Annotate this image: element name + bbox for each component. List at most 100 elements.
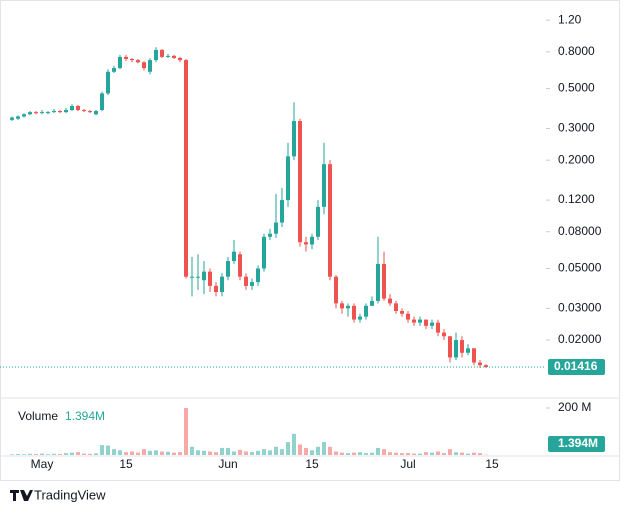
candle-body [388,298,392,304]
volume-bar [358,452,362,455]
volume-bar [262,449,266,455]
volume-bar [124,452,128,455]
volume-bar [412,453,416,455]
volume-title: Volume [18,409,58,423]
candle-body [40,112,44,114]
volume-bar [244,451,248,455]
candle-body [448,336,452,358]
candle-body [418,319,422,323]
candle-body [358,316,362,320]
volume-bar [22,454,26,455]
candle-body [424,319,428,326]
y-tick-label: 0.5000 [558,81,595,95]
candle-body [196,276,200,278]
brand-name: TradingView [34,487,106,502]
volume-bar [190,446,194,455]
candle-body [10,117,14,120]
volume-bar [166,451,170,455]
volume-bar [418,453,422,455]
candle-body [28,112,32,115]
candle-body [166,55,170,57]
volume-bar [220,447,224,455]
y-tick-label: 0.1200 [558,192,595,206]
candle-body [364,305,368,317]
candle-body [226,261,230,277]
candle-body [58,111,62,113]
volume-bar [334,451,338,455]
volume-bar [292,433,296,455]
volume-bar [340,452,344,455]
volume-bar [64,453,68,455]
candle-body [190,276,194,278]
candle-body [484,365,488,368]
candle-body [214,285,218,292]
candle-body [268,233,272,237]
volume-bar [472,452,476,455]
candle-body [100,93,104,111]
volume-bar [328,446,332,455]
candle-body [184,60,188,277]
candle-body [208,271,212,286]
volume-bar [352,452,356,455]
volume-bar [118,450,122,455]
volume-bar [442,453,446,455]
volume-bar [424,452,428,455]
candle-body [400,311,404,314]
volume-bar [184,407,188,455]
candle-body [376,263,380,301]
volume-bar [460,452,464,455]
candle-body [304,242,308,245]
candle-body [346,305,350,309]
y-tick-label: 0.8000 [558,44,595,58]
volume-bar [10,454,14,455]
candle-body [220,276,224,292]
candle-body [154,49,158,61]
volume-bar [28,453,32,455]
volume-bar [250,452,254,455]
x-tick-label: Jun [218,457,237,471]
volume-bar [214,452,218,455]
candle-body [148,60,152,72]
volume-bar [208,451,212,455]
volume-bar [226,447,230,455]
candle-body [130,59,134,61]
volume-bar [430,452,434,455]
volume-bar [406,453,410,455]
candle-body [262,236,266,269]
volume-bar [172,452,176,455]
volume-bar [130,451,134,455]
candle-body [118,56,122,69]
candle-body [232,251,236,262]
volume-bar [316,446,320,455]
volume-bar [40,453,44,455]
candle-body [274,222,278,234]
candle-body [334,276,338,304]
volume-bar [160,451,164,455]
volume-bar [322,442,326,455]
volume-bar [100,445,104,455]
candle-body [178,57,182,61]
volume-bar [298,444,302,455]
volume-bar [154,450,158,455]
candle-body [292,121,296,157]
candle-body [256,268,260,283]
candle-body [16,116,20,119]
volume-bar [448,449,452,455]
volume-last-box [548,436,605,452]
candle-body [70,106,74,111]
volume-bar [364,453,368,455]
volume-bar [58,454,62,455]
volume-bar [106,445,110,455]
last-price-label: 0.01416 [554,359,598,373]
candle-body [124,56,128,60]
brand-logo [10,490,33,501]
volume-bar [370,452,374,455]
volume-bar [202,450,206,455]
candle-body [88,111,92,113]
volume-bar [16,454,20,455]
candle-body [340,303,344,309]
volume-bar [178,452,182,455]
volume-bar [274,446,278,455]
y-tick-label: 0.2000 [558,152,595,166]
